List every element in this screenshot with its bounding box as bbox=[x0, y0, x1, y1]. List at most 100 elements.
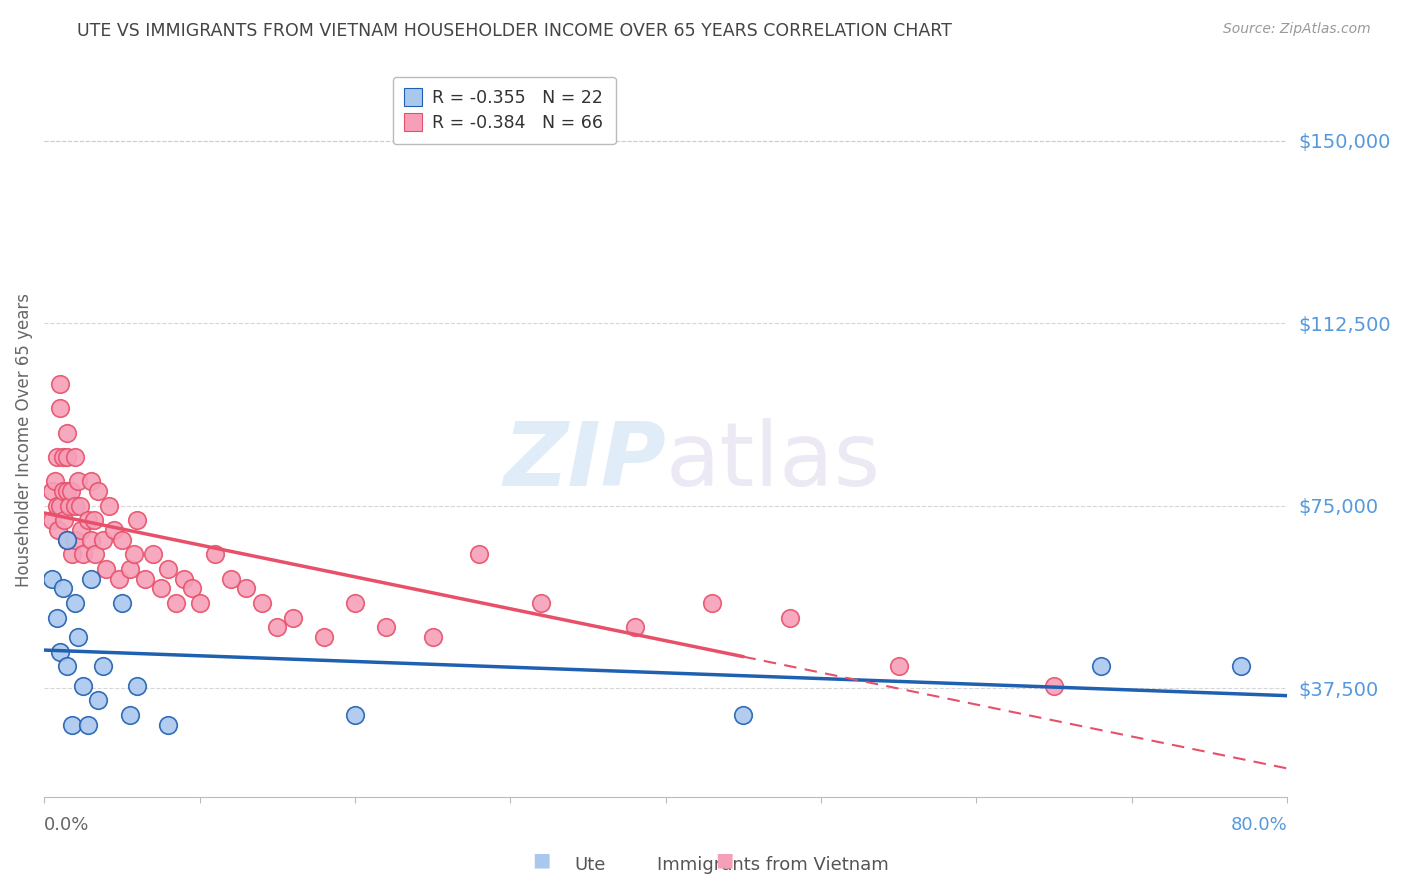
Point bbox=[83, 513, 105, 527]
Point bbox=[219, 572, 242, 586]
Point bbox=[41, 484, 63, 499]
Point bbox=[56, 533, 79, 547]
Point bbox=[103, 523, 125, 537]
Point bbox=[59, 484, 82, 499]
Point bbox=[58, 499, 80, 513]
Point bbox=[63, 499, 86, 513]
Point bbox=[52, 484, 75, 499]
Point bbox=[468, 547, 491, 561]
Point bbox=[127, 679, 149, 693]
Point bbox=[56, 533, 79, 547]
Point bbox=[48, 377, 70, 392]
Point bbox=[281, 610, 304, 624]
Point bbox=[72, 679, 94, 693]
Text: 0.0%: 0.0% bbox=[44, 815, 90, 834]
Point bbox=[41, 572, 63, 586]
Point bbox=[63, 533, 86, 547]
Point bbox=[779, 610, 801, 624]
Point bbox=[67, 630, 90, 644]
Text: 80.0%: 80.0% bbox=[1230, 815, 1288, 834]
Point bbox=[80, 475, 103, 489]
Point bbox=[84, 547, 107, 561]
Point bbox=[422, 630, 444, 644]
Point bbox=[1229, 659, 1251, 673]
Point bbox=[56, 659, 79, 673]
Text: UTE VS IMMIGRANTS FROM VIETNAM HOUSEHOLDER INCOME OVER 65 YEARS CORRELATION CHAR: UTE VS IMMIGRANTS FROM VIETNAM HOUSEHOLD… bbox=[77, 22, 952, 40]
Point bbox=[149, 582, 172, 596]
Point bbox=[98, 499, 121, 513]
Point bbox=[312, 630, 335, 644]
Point bbox=[48, 644, 70, 658]
Point bbox=[623, 620, 645, 634]
Point bbox=[48, 401, 70, 416]
Point bbox=[80, 533, 103, 547]
Point bbox=[118, 707, 141, 722]
Point bbox=[91, 533, 114, 547]
Text: ZIP: ZIP bbox=[503, 418, 665, 505]
Point bbox=[107, 572, 129, 586]
Text: Immigrants from Vietnam: Immigrants from Vietnam bbox=[658, 856, 889, 874]
Point bbox=[87, 693, 110, 707]
Point bbox=[45, 610, 67, 624]
Point bbox=[56, 425, 79, 440]
Point bbox=[63, 596, 86, 610]
Point bbox=[111, 596, 134, 610]
Point bbox=[375, 620, 398, 634]
Point bbox=[188, 596, 211, 610]
Point bbox=[76, 717, 98, 731]
Point bbox=[204, 547, 226, 561]
Point bbox=[56, 450, 79, 464]
Point bbox=[87, 484, 110, 499]
Point bbox=[180, 582, 202, 596]
Point bbox=[702, 596, 724, 610]
Point bbox=[157, 717, 180, 731]
Point bbox=[76, 513, 98, 527]
Point bbox=[118, 562, 141, 576]
Text: atlas: atlas bbox=[665, 418, 880, 505]
Point bbox=[63, 450, 86, 464]
Point bbox=[122, 547, 145, 561]
Point bbox=[44, 475, 66, 489]
Point bbox=[173, 572, 195, 586]
Point bbox=[70, 523, 93, 537]
Point bbox=[60, 547, 83, 561]
Point bbox=[60, 717, 83, 731]
Point bbox=[127, 513, 149, 527]
Legend: R = -0.355   N = 22, R = -0.384   N = 66: R = -0.355 N = 22, R = -0.384 N = 66 bbox=[392, 77, 616, 145]
Point bbox=[235, 582, 257, 596]
Point bbox=[72, 547, 94, 561]
Point bbox=[1090, 659, 1112, 673]
Point bbox=[52, 582, 75, 596]
Point bbox=[343, 707, 366, 722]
Point bbox=[343, 596, 366, 610]
Point bbox=[96, 562, 118, 576]
Point bbox=[134, 572, 156, 586]
Point bbox=[67, 475, 90, 489]
Point bbox=[45, 450, 67, 464]
Point bbox=[53, 513, 76, 527]
Point bbox=[157, 562, 180, 576]
Point bbox=[142, 547, 165, 561]
Point bbox=[733, 707, 755, 722]
Point bbox=[80, 572, 103, 586]
Point bbox=[165, 596, 187, 610]
Point bbox=[91, 659, 114, 673]
Text: Ute: Ute bbox=[575, 856, 606, 874]
Point bbox=[69, 499, 91, 513]
Point bbox=[111, 533, 134, 547]
Point bbox=[41, 513, 63, 527]
Text: ■: ■ bbox=[714, 851, 734, 870]
Point bbox=[46, 523, 69, 537]
Point bbox=[250, 596, 273, 610]
Point bbox=[56, 484, 79, 499]
Point bbox=[45, 499, 67, 513]
Point bbox=[48, 499, 70, 513]
Point bbox=[887, 659, 910, 673]
Text: Source: ZipAtlas.com: Source: ZipAtlas.com bbox=[1223, 22, 1371, 37]
Point bbox=[1043, 679, 1066, 693]
Point bbox=[530, 596, 553, 610]
Y-axis label: Householder Income Over 65 years: Householder Income Over 65 years bbox=[15, 293, 32, 587]
Point bbox=[52, 450, 75, 464]
Text: ■: ■ bbox=[531, 851, 551, 870]
Point bbox=[266, 620, 288, 634]
